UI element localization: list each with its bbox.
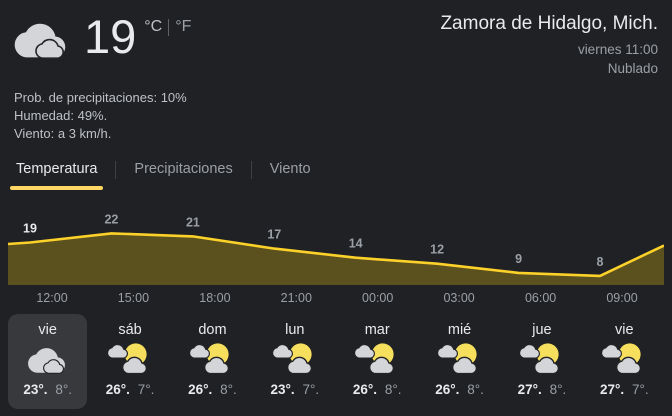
temperature-chart[interactable]: 19 12:00 22 15:00 21 18:00 17 21:00 14 00:00 12 03:… <box>7 203 665 312</box>
tab-bar: Temperatura Precipitaciones Viento <box>9 155 672 191</box>
forecast-low-temp: 8°. <box>467 382 484 398</box>
forecast-day-vie[interactable]: vie 27°. 7°. <box>585 314 664 409</box>
sun-behind-cloud-icon <box>437 341 483 379</box>
forecast-day-name: mar <box>364 322 390 339</box>
forecast-temps: 26°. 7°. <box>90 382 169 397</box>
unit-divider <box>168 19 170 36</box>
temperature-chart-svg[interactable]: 19 12:00 22 15:00 21 18:00 17 21:00 14 00:00 12 03:… <box>7 203 665 307</box>
svg-text:17: 17 <box>267 228 281 242</box>
svg-text:15:00: 15:00 <box>118 291 149 305</box>
sun-behind-cloud-icon <box>107 341 153 379</box>
svg-text:00:00: 00:00 <box>362 291 393 305</box>
forecast-high-temp: 26°. <box>435 382 460 398</box>
forecast-temps: 27°. 8°. <box>502 382 581 397</box>
forecast-temps: 23°. 7°. <box>255 382 334 397</box>
forecast-day-name: mié <box>447 322 472 339</box>
unit-toggle: °C °F <box>144 18 191 36</box>
sun-behind-cloud-icon <box>519 341 565 379</box>
tab-separator <box>115 160 117 179</box>
svg-text:9: 9 <box>515 252 522 266</box>
forecast-day-mar[interactable]: mar 26°. 8°. <box>338 314 417 409</box>
location-title: Zamora de Hidalgo, Mich. <box>440 13 658 34</box>
forecast-high-temp: 23°. <box>23 382 48 398</box>
forecast-high-temp: 23°. <box>270 382 295 398</box>
svg-text:09:00: 09:00 <box>606 291 637 305</box>
forecast-temps: 26°. 8°. <box>173 382 252 397</box>
forecast-low-temp: 7°. <box>302 382 320 398</box>
tab-viento[interactable]: Viento <box>268 155 313 190</box>
forecast-day-sáb[interactable]: sáb 26°. 7°. <box>90 314 169 409</box>
datetime-label: viernes 11:00 <box>577 42 658 57</box>
svg-text:19: 19 <box>23 222 37 236</box>
forecast-day-mié[interactable]: mié 26°. 8°. <box>420 314 499 409</box>
forecast-low-temp: 8°. <box>55 382 72 398</box>
svg-text:06:00: 06:00 <box>525 291 556 305</box>
wind-detail: Viento: a 3 km/h. <box>14 125 112 141</box>
forecast-high-temp: 26°. <box>352 382 378 398</box>
weather-details: Prob. de precipitaciones: 10% Humedad: 4… <box>0 78 672 142</box>
weather-header: 19 °C °F Zamora de Hidalgo, Mich. vierne… <box>0 0 672 78</box>
forecast-day-name: dom <box>198 322 227 339</box>
sun-behind-cloud-icon <box>354 341 400 379</box>
forecast-day-name: jue <box>532 322 552 339</box>
celsius-label: °C <box>144 18 163 35</box>
tab-label: Temperatura <box>16 161 98 178</box>
svg-text:12: 12 <box>430 243 444 257</box>
forecast-low-temp: 8°. <box>220 382 237 398</box>
svg-text:18:00: 18:00 <box>199 291 230 305</box>
sun-behind-cloud-icon <box>601 341 647 379</box>
sun-behind-cloud-icon <box>189 341 235 379</box>
location-block: Zamora de Hidalgo, Mich. viernes 11:00 N… <box>440 13 658 78</box>
forecast-low-temp: 7°. <box>631 382 649 398</box>
cloudy-icon <box>10 14 74 66</box>
forecast-day-vie[interactable]: vie 23°. 8°. <box>8 314 88 410</box>
current-conditions: 19 °C °F <box>10 13 191 78</box>
forecast-day-dom[interactable]: dom 26°. 8°. <box>173 314 252 409</box>
forecast-temps: 27°. 7°. <box>585 382 664 397</box>
tab-temperatura[interactable]: Temperatura <box>9 155 104 191</box>
current-temperature: 19 <box>84 10 137 63</box>
fahrenheit-toggle[interactable]: °F <box>175 18 192 35</box>
forecast-high-temp: 27°. <box>517 382 542 398</box>
humidity-detail: Humedad: 49%. <box>14 107 108 123</box>
svg-text:12:00: 12:00 <box>36 291 67 305</box>
forecast-day-name: sáb <box>118 322 142 339</box>
tab-label: Precipitaciones <box>134 161 233 178</box>
svg-text:21:00: 21:00 <box>281 291 312 305</box>
forecast-day-lun[interactable]: lun 23°. 7°. <box>255 314 334 409</box>
forecast-high-temp: 26°. <box>188 382 213 398</box>
forecast-row: vie 23°. 8°. sáb 26°. 7°. dom 26°. 8°. l… <box>0 314 672 410</box>
forecast-high-temp: 27°. <box>600 382 625 398</box>
forecast-temps: 26°. 8°. <box>338 382 417 397</box>
tab-separator <box>250 160 252 179</box>
svg-text:03:00: 03:00 <box>443 291 474 305</box>
tab-precipitaciones[interactable]: Precipitaciones <box>132 155 234 190</box>
forecast-low-temp: 8°. <box>549 382 567 398</box>
svg-text:21: 21 <box>186 216 200 230</box>
svg-text:22: 22 <box>104 213 118 227</box>
sun-behind-cloud-icon <box>272 341 318 379</box>
forecast-day-jue[interactable]: jue 27°. 8°. <box>502 314 581 409</box>
cloudy-icon <box>25 341 71 379</box>
forecast-temps: 26°. 8°. <box>420 382 499 397</box>
precipitation-detail: Prob. de precipitaciones: 10% <box>14 90 187 106</box>
tab-label: Viento <box>269 161 311 178</box>
svg-text:8: 8 <box>597 255 604 269</box>
forecast-day-name: vie <box>38 322 57 339</box>
forecast-day-name: lun <box>285 322 305 339</box>
condition-label: Nublado <box>607 60 658 76</box>
svg-text:14: 14 <box>349 237 363 251</box>
forecast-day-name: vie <box>615 322 634 339</box>
forecast-low-temp: 8°. <box>384 382 402 398</box>
forecast-temps: 23°. 8°. <box>8 382 87 397</box>
forecast-low-temp: 7°. <box>137 382 155 398</box>
forecast-high-temp: 26°. <box>105 382 130 398</box>
